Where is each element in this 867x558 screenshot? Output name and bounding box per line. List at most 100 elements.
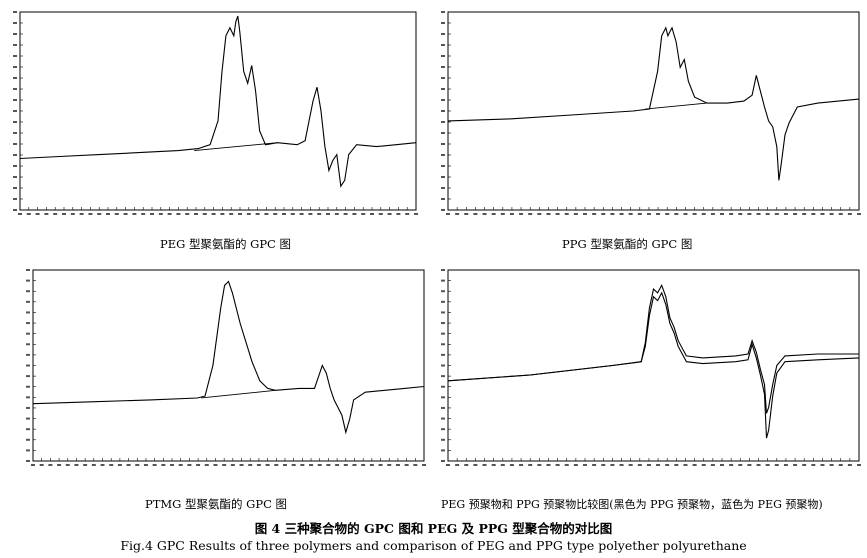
y-tick-label [13, 33, 17, 35]
series-line-1 [32, 280, 425, 435]
x-tick-label [564, 464, 569, 466]
x-tick-label [352, 213, 357, 215]
x-tick-label [361, 464, 366, 466]
caption-ptmg: PTMG 型聚氨酯的 GPC 图 [145, 497, 288, 511]
x-tick-label [573, 464, 578, 466]
x-tick-label [378, 213, 383, 215]
x-tick-label [88, 213, 93, 215]
x-tick-label [395, 464, 400, 466]
x-tick-label [170, 464, 175, 466]
y-tick-label [26, 322, 30, 325]
x-tick-label [637, 213, 642, 215]
x-tick-label [738, 213, 743, 215]
x-tick-label [774, 464, 779, 466]
plot-frame [32, 269, 425, 462]
x-tick-label [829, 464, 834, 466]
x-tick-label [500, 464, 505, 466]
plot-frame [447, 11, 860, 211]
x-tick-label [141, 213, 146, 215]
y-tick-label [13, 11, 17, 13]
y-tick-label [26, 417, 30, 420]
panel-compare [436, 268, 861, 473]
x-tick-label [152, 464, 157, 466]
x-tick-label [176, 213, 181, 215]
figure-title-en: Fig.4 GPC Results of three polymers and … [120, 538, 747, 553]
x-tick-label [369, 464, 374, 466]
x-tick-label [619, 464, 624, 466]
x-tick-label [747, 464, 752, 466]
x-tick-label [123, 213, 128, 215]
x-tick-label [361, 213, 366, 215]
x-tick-label [135, 464, 140, 466]
x-tick-label [619, 213, 624, 215]
y-tick-label [13, 209, 17, 211]
y-tick-label [26, 343, 30, 346]
y-tick-label [441, 176, 445, 178]
x-tick-label [256, 464, 261, 466]
x-tick-label [326, 213, 330, 215]
x-tick-label [674, 464, 679, 466]
x-tick-label [291, 464, 296, 466]
x-tick-label [213, 464, 218, 466]
x-tick-label [820, 213, 825, 215]
y-tick-label [441, 77, 445, 79]
y-tick-label [26, 375, 30, 378]
x-tick-label [573, 213, 578, 215]
x-tick-label [701, 464, 706, 466]
chart-ppg-gpc [441, 11, 861, 215]
x-tick-label [774, 213, 779, 215]
x-tick-label [114, 213, 119, 215]
x-tick-label [756, 213, 761, 215]
y-tick-label [441, 66, 445, 68]
series-line-2 [447, 291, 860, 439]
x-tick-label [343, 213, 348, 215]
x-tick-label [187, 464, 192, 466]
x-tick-label [317, 464, 322, 466]
y-tick-label [13, 154, 17, 156]
y-tick-label [441, 88, 445, 90]
x-tick-label [274, 464, 279, 466]
x-tick-label [656, 464, 661, 466]
y-tick-label [26, 406, 30, 409]
y-tick-label [441, 343, 445, 346]
y-tick-label [441, 269, 445, 271]
y-tick-label [13, 66, 17, 68]
x-tick-label [783, 464, 788, 466]
y-tick-label [441, 165, 445, 167]
x-tick-label [738, 464, 743, 466]
y-tick-label [441, 187, 445, 189]
x-tick-label [829, 213, 834, 215]
x-tick-label [57, 464, 62, 466]
x-tick-label [783, 213, 788, 215]
x-tick-label [857, 213, 861, 215]
y-tick-label [441, 198, 445, 200]
plot-frame [19, 11, 417, 211]
x-tick-label [592, 213, 597, 215]
x-tick-label [65, 464, 70, 466]
x-tick-label [811, 464, 816, 466]
peak-baseline [645, 102, 707, 110]
x-tick-label [74, 464, 79, 466]
y-tick-label [26, 353, 30, 356]
x-tick-label [300, 464, 305, 466]
y-tick-label [441, 300, 445, 303]
x-tick-label [628, 464, 633, 466]
y-tick-label [441, 55, 445, 57]
x-tick-label [335, 464, 340, 466]
chart-compare-prepolymers [441, 269, 861, 466]
y-tick-label [13, 99, 17, 101]
x-tick-label [230, 464, 235, 466]
y-tick-label [441, 449, 445, 452]
x-tick-label [811, 213, 816, 215]
x-tick-label [464, 464, 469, 466]
x-tick-label [282, 464, 287, 466]
y-tick-label [13, 176, 17, 178]
x-tick-label [601, 213, 606, 215]
x-tick-label [264, 213, 269, 215]
panel-ppg [436, 10, 861, 222]
y-tick-label [26, 449, 30, 452]
y-tick-label [441, 33, 445, 35]
x-tick-label [238, 213, 242, 215]
y-tick-label [26, 364, 30, 367]
y-tick-label [13, 110, 17, 112]
